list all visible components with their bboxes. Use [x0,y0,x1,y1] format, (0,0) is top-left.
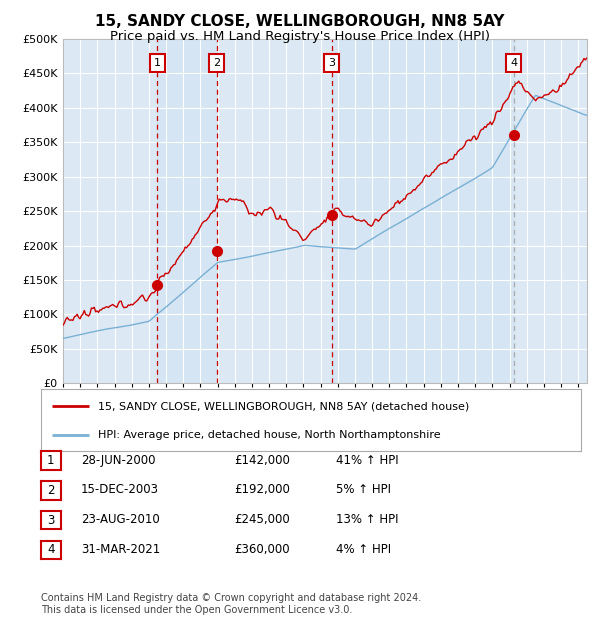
Text: £245,000: £245,000 [234,513,290,526]
Text: Contains HM Land Registry data © Crown copyright and database right 2024.
This d: Contains HM Land Registry data © Crown c… [41,593,421,615]
Text: 4% ↑ HPI: 4% ↑ HPI [336,543,391,556]
Text: 15, SANDY CLOSE, WELLINGBOROUGH, NN8 5AY (detached house): 15, SANDY CLOSE, WELLINGBOROUGH, NN8 5AY… [97,401,469,411]
Text: 4: 4 [47,544,55,556]
Text: 23-AUG-2010: 23-AUG-2010 [81,513,160,526]
Text: 5% ↑ HPI: 5% ↑ HPI [336,484,391,496]
Text: 2: 2 [214,58,220,68]
Text: 13% ↑ HPI: 13% ↑ HPI [336,513,398,526]
Bar [332,39,514,383]
Text: 4: 4 [510,58,517,68]
Text: £142,000: £142,000 [234,454,290,466]
Text: 1: 1 [47,454,55,467]
Text: 2: 2 [47,484,55,497]
Text: 41% ↑ HPI: 41% ↑ HPI [336,454,398,466]
Text: 28-JUN-2000: 28-JUN-2000 [81,454,155,466]
Text: £360,000: £360,000 [234,543,290,556]
Text: £192,000: £192,000 [234,484,290,496]
Bar [157,39,217,383]
Text: 1: 1 [154,58,161,68]
Text: 15-DEC-2003: 15-DEC-2003 [81,484,159,496]
Text: 3: 3 [328,58,335,68]
Text: 3: 3 [47,514,55,526]
Text: 15, SANDY CLOSE, WELLINGBOROUGH, NN8 5AY: 15, SANDY CLOSE, WELLINGBOROUGH, NN8 5AY [95,14,505,29]
Text: HPI: Average price, detached house, North Northamptonshire: HPI: Average price, detached house, Nort… [97,430,440,440]
Text: Price paid vs. HM Land Registry's House Price Index (HPI): Price paid vs. HM Land Registry's House … [110,30,490,43]
Text: 31-MAR-2021: 31-MAR-2021 [81,543,160,556]
